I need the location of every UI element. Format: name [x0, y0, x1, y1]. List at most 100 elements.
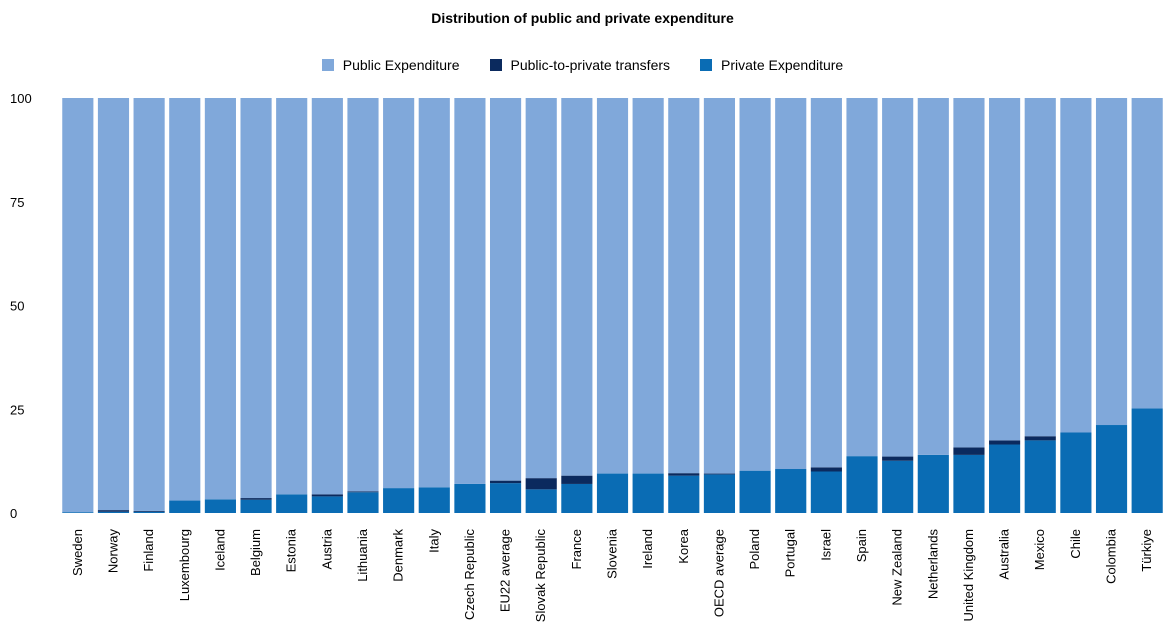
category-label: Spain — [854, 529, 869, 562]
legend-swatch-private — [700, 59, 713, 71]
category-label: Mexico — [1032, 529, 1047, 570]
category-label: Lithuania — [355, 528, 370, 582]
bar-segment — [882, 98, 914, 457]
legend-swatch-public — [321, 59, 334, 71]
category-label: OECD average — [711, 529, 726, 617]
category-label: Israel — [818, 529, 833, 561]
bar-segment — [240, 98, 272, 499]
y-tick-label: 0 — [10, 506, 17, 521]
bar-segment — [240, 499, 272, 513]
bar-segment — [311, 98, 343, 495]
bars — [62, 98, 1163, 514]
bar-segment — [62, 512, 94, 513]
bar-segment — [668, 473, 700, 476]
legend-label-private: Private Expenditure — [721, 57, 844, 73]
legend-item-transfers: Public-to-private transfers — [489, 57, 671, 73]
category-label: New Zealand — [890, 529, 905, 606]
bar-segment — [97, 510, 130, 512]
bar-segment — [882, 460, 914, 513]
bar-segment — [489, 98, 522, 481]
bar-segment — [703, 474, 736, 513]
bar-segment — [525, 478, 557, 490]
bar-segment — [775, 469, 807, 513]
category-labels: Sweden Norway Finland Luxembourg Iceland Belg… — [70, 528, 1154, 622]
category-label: France — [569, 529, 584, 569]
bar-segment — [489, 483, 522, 513]
bar-segment — [133, 511, 165, 513]
bar-segment — [347, 492, 379, 513]
y-tick-label: 50 — [10, 299, 24, 314]
category-label: Italy — [426, 529, 441, 553]
category-label: Portugal — [783, 529, 798, 578]
y-axis-ticks: 0 25 50 75 100 — [10, 91, 32, 521]
bar-segment — [204, 98, 236, 500]
bar-segment — [418, 98, 450, 488]
category-label: Norway — [105, 529, 120, 574]
bar-segment — [953, 454, 985, 513]
category-label: Sweden — [70, 529, 85, 576]
bar-segment — [668, 98, 700, 474]
bar-segment — [810, 471, 842, 513]
bar-segment — [454, 483, 486, 513]
bar-segment — [62, 98, 94, 513]
bar-segment — [347, 98, 379, 492]
bar-segment — [703, 98, 736, 474]
bar-segment — [846, 456, 878, 513]
category-label: Luxembourg — [177, 529, 192, 601]
bar-segment — [454, 98, 486, 484]
category-label: Estonia — [284, 528, 299, 572]
bar-segment — [989, 98, 1021, 441]
bar-segment — [525, 489, 557, 513]
bar-segment — [204, 499, 236, 513]
category-label: Belgium — [248, 529, 263, 576]
bar-segment — [596, 473, 629, 513]
bar-segment — [846, 98, 878, 457]
category-label: Austria — [319, 528, 334, 569]
legend-item-public: Public Expenditure — [321, 57, 460, 73]
category-label: Türkiye — [1139, 529, 1154, 572]
y-tick-label: 100 — [10, 91, 32, 106]
bar-segment — [561, 483, 593, 513]
bar-segment — [525, 98, 557, 479]
bar-segment — [810, 98, 842, 468]
bar-segment — [632, 473, 664, 513]
category-label: Colombia — [1104, 528, 1119, 584]
bar-segment — [739, 470, 771, 513]
category-label: Netherlands — [925, 529, 940, 600]
bar-segment — [953, 447, 985, 455]
category-label: Denmark — [391, 529, 406, 582]
bar-segment — [133, 98, 165, 511]
category-label: Chile — [1068, 529, 1083, 559]
bar-segment — [276, 98, 308, 495]
bar-segment — [311, 496, 343, 513]
bar-segment — [1095, 425, 1128, 513]
bar-segment — [169, 98, 201, 501]
category-label: Slovak Republic — [533, 529, 548, 623]
bar-segment — [917, 98, 949, 455]
category-label: Czech Republic — [462, 529, 477, 621]
bar-segment — [1131, 408, 1163, 513]
bar-segment — [739, 98, 771, 471]
category-label: Ireland — [640, 529, 655, 569]
legend-item-private: Private Expenditure — [700, 57, 843, 73]
bar-segment — [383, 488, 415, 513]
legend-label-transfers: Public-to-private transfers — [510, 57, 671, 73]
bar-segment — [240, 498, 272, 500]
bar-segment — [668, 475, 700, 513]
legend-swatch-transfers — [489, 59, 502, 71]
category-label: Korea — [676, 528, 691, 563]
legend: Public Expenditure Public-to-private tra… — [0, 54, 1165, 76]
bar-segment — [169, 500, 201, 513]
bar-segment — [97, 98, 130, 511]
bar-segment — [97, 511, 130, 513]
bar-segment — [418, 487, 450, 513]
category-label: United Kingdom — [961, 529, 976, 622]
bar-segment — [561, 98, 593, 476]
bar-segment — [917, 454, 949, 513]
category-label: Poland — [747, 529, 762, 569]
bar-segment — [1060, 98, 1092, 433]
bar-segment — [561, 475, 593, 484]
bar-segment — [489, 480, 522, 484]
y-tick-label: 75 — [10, 195, 24, 210]
